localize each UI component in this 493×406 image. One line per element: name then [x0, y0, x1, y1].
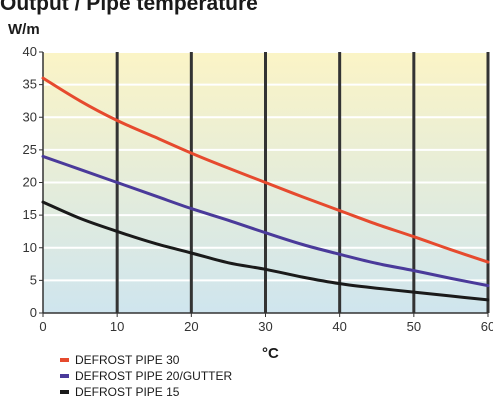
series-line-2 [41, 200, 490, 302]
y-tick-label: 40 [23, 44, 37, 59]
x-tick-label: 30 [258, 319, 272, 334]
chart-title: Output / Pipe temperature [0, 0, 258, 15]
y-axis-unit: W/m [8, 21, 40, 38]
y-tick-labels: 0 5 10 15 20 25 30 35 40 [23, 44, 37, 320]
legend-label: DEFROST PIPE 20/GUTTER [75, 369, 233, 383]
legend-item-defrost-pipe-20-gutter: DEFROST PIPE 20/GUTTER [60, 368, 232, 384]
x-tick-label: 40 [332, 319, 346, 334]
x-tick-label: 10 [110, 319, 124, 334]
y-tick-label: 0 [30, 305, 37, 320]
y-tick-label: 20 [23, 175, 37, 190]
y-tick-label: 15 [23, 207, 37, 222]
legend-label: DEFROST PIPE 30 [75, 353, 180, 367]
x-tick-label: 0 [39, 319, 46, 334]
series-line-0 [41, 76, 490, 264]
y-tick-label: 25 [23, 142, 37, 157]
y-tick-label: 35 [23, 77, 37, 92]
legend: DEFROST PIPE 30 DEFROST PIPE 20/GUTTER D… [60, 352, 232, 400]
legend-label: DEFROST PIPE 15 [75, 385, 180, 399]
y-tick-label: 5 [30, 272, 37, 287]
x-tick-label: 20 [184, 319, 198, 334]
axes [39, 51, 489, 317]
x-tick-labels: 0 10 20 30 40 50 60 [39, 319, 493, 334]
series-lines [41, 76, 490, 302]
legend-swatch [60, 374, 69, 378]
y-tick-label: 30 [23, 109, 37, 124]
legend-item-defrost-pipe-30: DEFROST PIPE 30 [60, 352, 232, 368]
legend-item-defrost-pipe-15: DEFROST PIPE 15 [60, 384, 232, 400]
legend-swatch [60, 390, 69, 394]
y-tick-label: 10 [23, 240, 37, 255]
x-tick-label: 60 [481, 319, 493, 334]
series-line-1 [41, 154, 490, 288]
x-tick-label: 50 [407, 319, 421, 334]
x-axis-unit: °C [262, 345, 279, 362]
legend-swatch [60, 358, 69, 362]
